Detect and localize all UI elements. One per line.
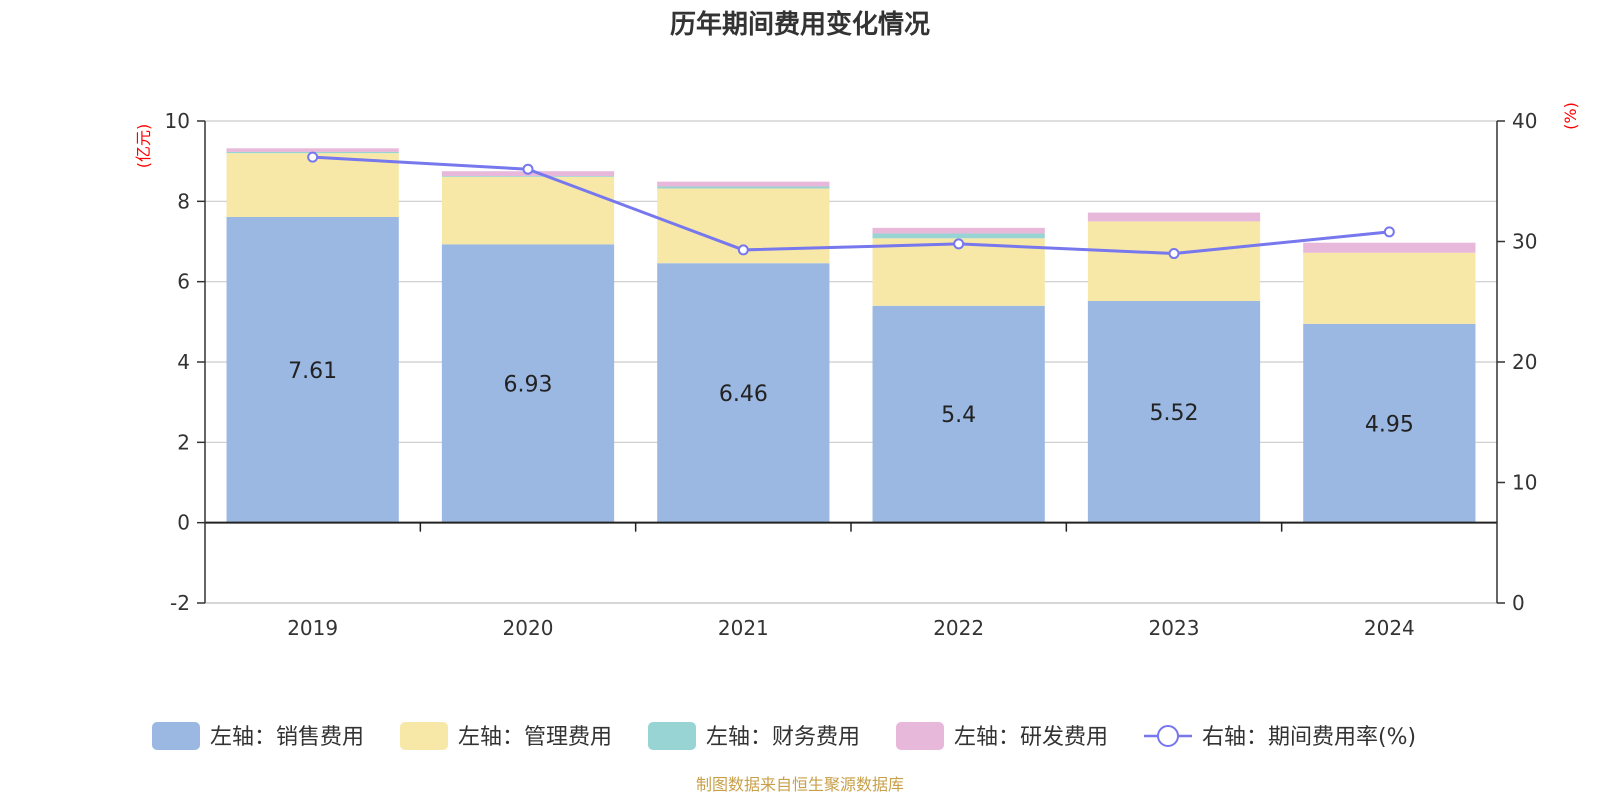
bar-segment [1087,300,1261,523]
left-tick-label: 8 [177,189,190,213]
bar-segment [226,148,399,152]
right-tick-label: 30 [1512,230,1537,254]
source-note: 制图数据来自恒生聚源数据库 [696,775,904,794]
legend-swatch [896,722,944,750]
line-point [1383,226,1395,238]
right-tick-label: 40 [1512,109,1537,133]
left-tick-label: 10 [165,109,190,133]
bar-segment [226,216,399,523]
bar-segment [872,233,1045,239]
bar-segment [1303,242,1476,253]
bar-segment [1303,323,1476,523]
bar-data-label: 5.4 [941,403,976,428]
legend-label: 左轴：研发费用 [954,725,1108,750]
legend-swatch [648,722,696,750]
legend-label: 左轴：财务费用 [706,725,860,750]
left-axis-unit: (亿元) [134,124,153,169]
data-labels: 7.61 6.93 6.46 5.4 5.52 4.95 [288,359,1414,437]
left-tick-label: 0 [177,511,190,535]
bar-segment [1087,221,1261,301]
legend-swatch [400,722,448,750]
bar-segment [441,176,615,177]
legend: 左轴：销售费用 左轴：管理费用 左轴：财务费用 左轴：研发费用 右轴：期间费用率(%) [152,722,1416,750]
x-tick-label: 2019 [287,616,338,640]
bar-data-label: 4.95 [1365,412,1414,437]
bar-segment [872,238,1045,306]
left-tick-label: 4 [177,350,190,374]
bar-data-label: 7.61 [288,359,337,384]
right-tick-label: 10 [1512,471,1537,495]
x-tick-label: 2023 [1149,616,1200,640]
line-point [953,238,965,250]
chart-title: 历年期间费用变化情况 [670,9,930,40]
legend-swatch-marker [1157,725,1179,747]
bar-data-label: 5.52 [1150,401,1199,426]
bar-segment [441,244,615,523]
bar-segment [226,153,399,217]
legend-label: 右轴：期间费用率(%) [1202,725,1416,750]
left-tick-label: 2 [177,430,190,454]
right-tick-label: 0 [1512,591,1525,615]
line-point [522,163,534,175]
right-tick-label: 20 [1512,350,1537,374]
x-tick-label: 2022 [933,616,984,640]
legend-label: 左轴：管理费用 [458,725,612,750]
line-series-path [312,155,1390,256]
bar-segment [441,176,615,245]
x-tick-label: 2020 [503,616,554,640]
legend-label: 左轴：销售费用 [210,725,364,750]
right-axis-unit: (%) [1561,102,1580,130]
line-series [307,151,1395,260]
line-point [307,151,319,163]
left-tick-label: -2 [170,591,190,615]
bar-segment [1087,212,1261,222]
bar-segment [657,263,830,523]
line-point [1168,248,1180,260]
line-point [737,244,749,256]
bar-data-label: 6.93 [504,372,553,397]
bar-series [226,148,1476,524]
bar-segment [1303,252,1476,324]
legend-swatch [152,722,200,750]
bar-segment [657,186,830,189]
x-tick-label: 2024 [1364,616,1415,640]
bar-segment [872,227,1045,234]
left-tick-label: 6 [177,270,190,294]
bar-segment [872,305,1045,523]
bar-data-label: 6.46 [719,382,768,407]
x-tick-label: 2021 [718,616,769,640]
bar-segment [657,181,830,187]
